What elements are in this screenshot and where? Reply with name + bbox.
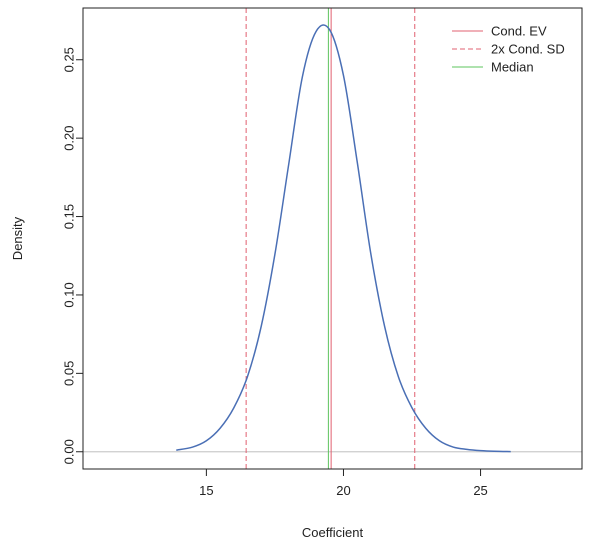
- legend-label: Median: [491, 60, 534, 75]
- x-axis-title: Coefficient: [302, 525, 364, 540]
- density-curve: [176, 24, 511, 453]
- plot-frame: [82, 7, 583, 470]
- x-tick-label: 20: [336, 483, 350, 498]
- legend-label: Cond. EV: [491, 24, 547, 39]
- legend-label: 2x Cond. SD: [491, 42, 565, 57]
- y-tick-label: 0.15: [62, 204, 77, 229]
- y-tick-label: 0.25: [62, 47, 77, 72]
- y-tick-label: 0.00: [62, 439, 77, 464]
- y-tick-label: 0.20: [62, 125, 77, 150]
- y-tick-label: 0.10: [62, 282, 77, 307]
- y-axis: 0.00 0.05 0.10 0.15 0.20 0.25: [62, 47, 83, 464]
- legend: Cond. EV 2x Cond. SD Median: [452, 24, 565, 75]
- x-axis: 15 20 25: [199, 469, 488, 498]
- x-tick-label: 15: [199, 483, 213, 498]
- y-axis-title: Density: [10, 216, 25, 260]
- y-tick-label: 0.05: [62, 361, 77, 386]
- x-tick-label: 25: [473, 483, 487, 498]
- plot-area: [83, 8, 582, 469]
